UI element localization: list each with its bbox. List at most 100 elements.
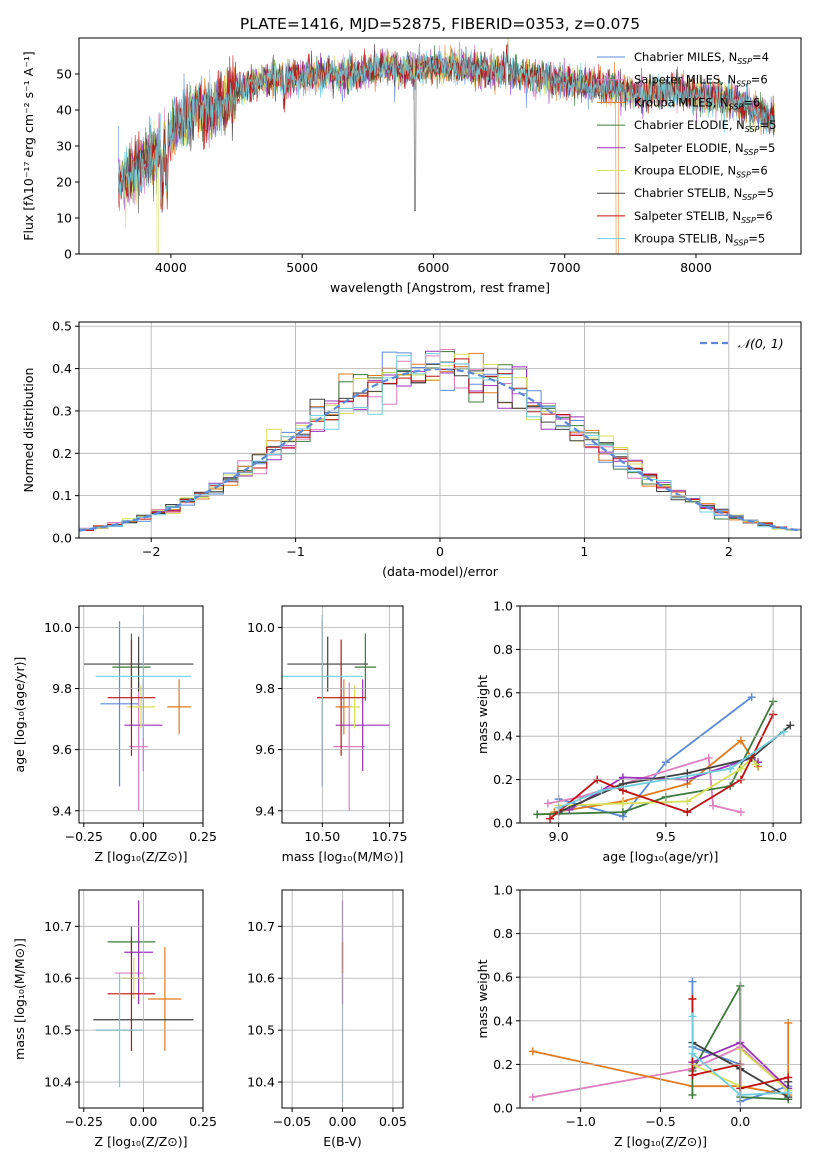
marker-1-0	[528, 1093, 537, 1102]
xtick-label-0: −0.25	[65, 1114, 103, 1129]
xtick-label-2: 6000	[418, 260, 450, 275]
ylabel: Flux [fλ10⁻¹⁷ erg cm⁻² s⁻¹ A⁻¹]	[21, 51, 36, 240]
marker-8-3	[784, 1088, 793, 1097]
ytick-label-3: 10.0	[247, 620, 275, 635]
xtick-label-2: 0.25	[189, 1114, 217, 1129]
xtick-label-1: 0.00	[329, 1114, 357, 1129]
ytick-label-4: 0.8	[493, 926, 513, 941]
xtick-label-0: −0.05	[273, 1114, 311, 1129]
xtick-label-2: 10.0	[759, 829, 787, 844]
series-line-5	[558, 756, 757, 807]
xtick-label-4: 2	[725, 544, 733, 559]
ytick-label-3: 0.6	[493, 685, 513, 700]
xlabel: Z [log₁₀(Z/Z⊙)]	[95, 849, 188, 864]
ytick-label-1: 10.5	[44, 1023, 72, 1038]
ylabel: mass weight	[475, 675, 490, 754]
ytick-label-1: 10	[56, 211, 72, 226]
marker-5-3	[736, 764, 745, 773]
legend-label-8: Kroupa STELIB, NSSP=5	[634, 232, 765, 248]
ytick-label-3: 10.7	[44, 919, 72, 934]
ytick-label-5: 50	[56, 67, 72, 82]
marker-2-4	[784, 1018, 793, 1027]
ytick-label-0: 0	[64, 247, 72, 262]
ytick-label-3: 0.3	[52, 403, 72, 418]
xtick-label-2: 0	[436, 544, 444, 559]
ytick-label-4: 40	[56, 103, 72, 118]
marker-1-5	[736, 808, 745, 817]
ytick-label-2: 10.6	[44, 971, 72, 986]
ytick-label-3: 10.7	[247, 919, 275, 934]
marker-8-3	[726, 764, 735, 773]
series-line-0	[558, 696, 753, 818]
legend-label-3: Chabrier ELODIE, NSSP=5	[634, 118, 776, 134]
marker-0-3	[747, 693, 756, 702]
ytick-label-0: 0.0	[493, 816, 513, 831]
marker-5-2	[683, 797, 692, 806]
marker-6-4	[786, 721, 795, 730]
ytick-label-2: 0.2	[52, 446, 72, 461]
legend-label-6: Chabrier STELIB, NSSP=5	[634, 186, 774, 202]
marker-5-5	[751, 760, 760, 769]
axes-frame	[519, 605, 802, 824]
xtick-label-0: 10.50	[304, 829, 340, 844]
axes-frame	[78, 889, 204, 1109]
legend-label-5: Kroupa ELODIE, NSSP=6	[634, 164, 768, 180]
ytick-label-1: 9.6	[255, 742, 275, 757]
panel-mass-vs-Z: −0.25 0.00 0.25 10.4 10.5 10.6 10.7 Z [log₁₀(Z/…	[12, 889, 217, 1149]
xlabel: Z [log₁₀(Z/Z⊙)]	[614, 1134, 707, 1149]
xtick-label-1: 0.00	[129, 1114, 157, 1129]
ytick-label-4: 0.8	[493, 642, 513, 657]
series-line-8	[691, 1016, 789, 1096]
xlabel: (data-model)/error	[382, 564, 499, 579]
xtick-label-0: 4000	[155, 260, 187, 275]
ytick-label-2: 9.8	[255, 681, 275, 696]
ytick-label-2: 0.4	[493, 729, 513, 744]
plot-area	[83, 615, 194, 811]
xtick-label-0: 9.0	[549, 829, 569, 844]
series-line-7	[549, 714, 774, 820]
ytick-label-0: 9.4	[255, 803, 275, 818]
marker-2-3	[736, 736, 745, 745]
ylabel: age [log₁₀(age/yr)]	[12, 657, 27, 773]
marker-7-0	[546, 814, 555, 823]
plot-area	[282, 615, 390, 811]
xlabel: E(B-V)	[323, 1134, 362, 1149]
panel-weight-vs-age: 9.0 9.5 10.0 0.0 0.2 0.4 0.6 0.8 1.0 age [log₁₀(a…	[475, 599, 802, 864]
marker-0-0	[688, 977, 697, 986]
marker-8-1	[688, 1049, 697, 1058]
ytick-label-1: 10.5	[247, 1023, 275, 1038]
ytick-label-2: 20	[56, 175, 72, 190]
ytick-label-1: 9.6	[52, 742, 72, 757]
marker-7-2	[618, 786, 627, 795]
marker-3-0	[533, 810, 542, 819]
ytick-label-2: 0.4	[493, 1013, 513, 1028]
xtick-label-1: 10.75	[372, 829, 408, 844]
xlabel: wavelength [Angstrom, rest frame]	[330, 280, 550, 295]
marker-3-0	[688, 1090, 697, 1099]
xtick-label-0: −1.0	[565, 1114, 595, 1129]
xtick-label-0: −2	[142, 544, 160, 559]
marker-8-1	[597, 786, 606, 795]
panel-age-vs-Z: −0.25 0.00 0.25 9.4 9.6 9.8 10.0 Z [log₁₀(Z/Z⊙)…	[12, 605, 217, 864]
xlabel: mass [log₁₀(M/M⊙)]	[282, 849, 404, 864]
ytick-label-0: 9.4	[52, 803, 72, 818]
panel-age-vs-mass: 10.50 10.75 9.4 9.6 9.8 10.0 mass [log₁₀(M/M⊙)…	[247, 605, 408, 864]
ylabel: mass weight	[475, 959, 490, 1038]
axes-frame	[281, 605, 404, 824]
ytick-label-2: 9.8	[52, 681, 72, 696]
xtick-label-1: 0.00	[129, 829, 157, 844]
ytick-label-1: 0.2	[493, 1057, 513, 1072]
panel-residuals: 𝒩(0, 1) −2 −1 0 1 2 0.0 0.1 0.2 0.3 0.4 0.5 (data-mo…	[21, 319, 802, 579]
xtick-label-2: 0.0	[730, 1114, 750, 1129]
legend-spectrum: Chabrier MILES, NSSP=4 Salpeter MILES, NS…	[597, 50, 776, 248]
xtick-label-3: 1	[580, 544, 588, 559]
marker-8-0	[688, 1012, 697, 1021]
marker-7-4	[784, 1073, 793, 1082]
marker-1-0	[543, 799, 552, 808]
series-line-3	[537, 701, 774, 816]
ytick-label-3: 10.0	[44, 620, 72, 635]
marker-3-1	[618, 808, 627, 817]
ytick-label-5: 1.0	[493, 883, 513, 898]
marker-7-1	[688, 1071, 697, 1080]
